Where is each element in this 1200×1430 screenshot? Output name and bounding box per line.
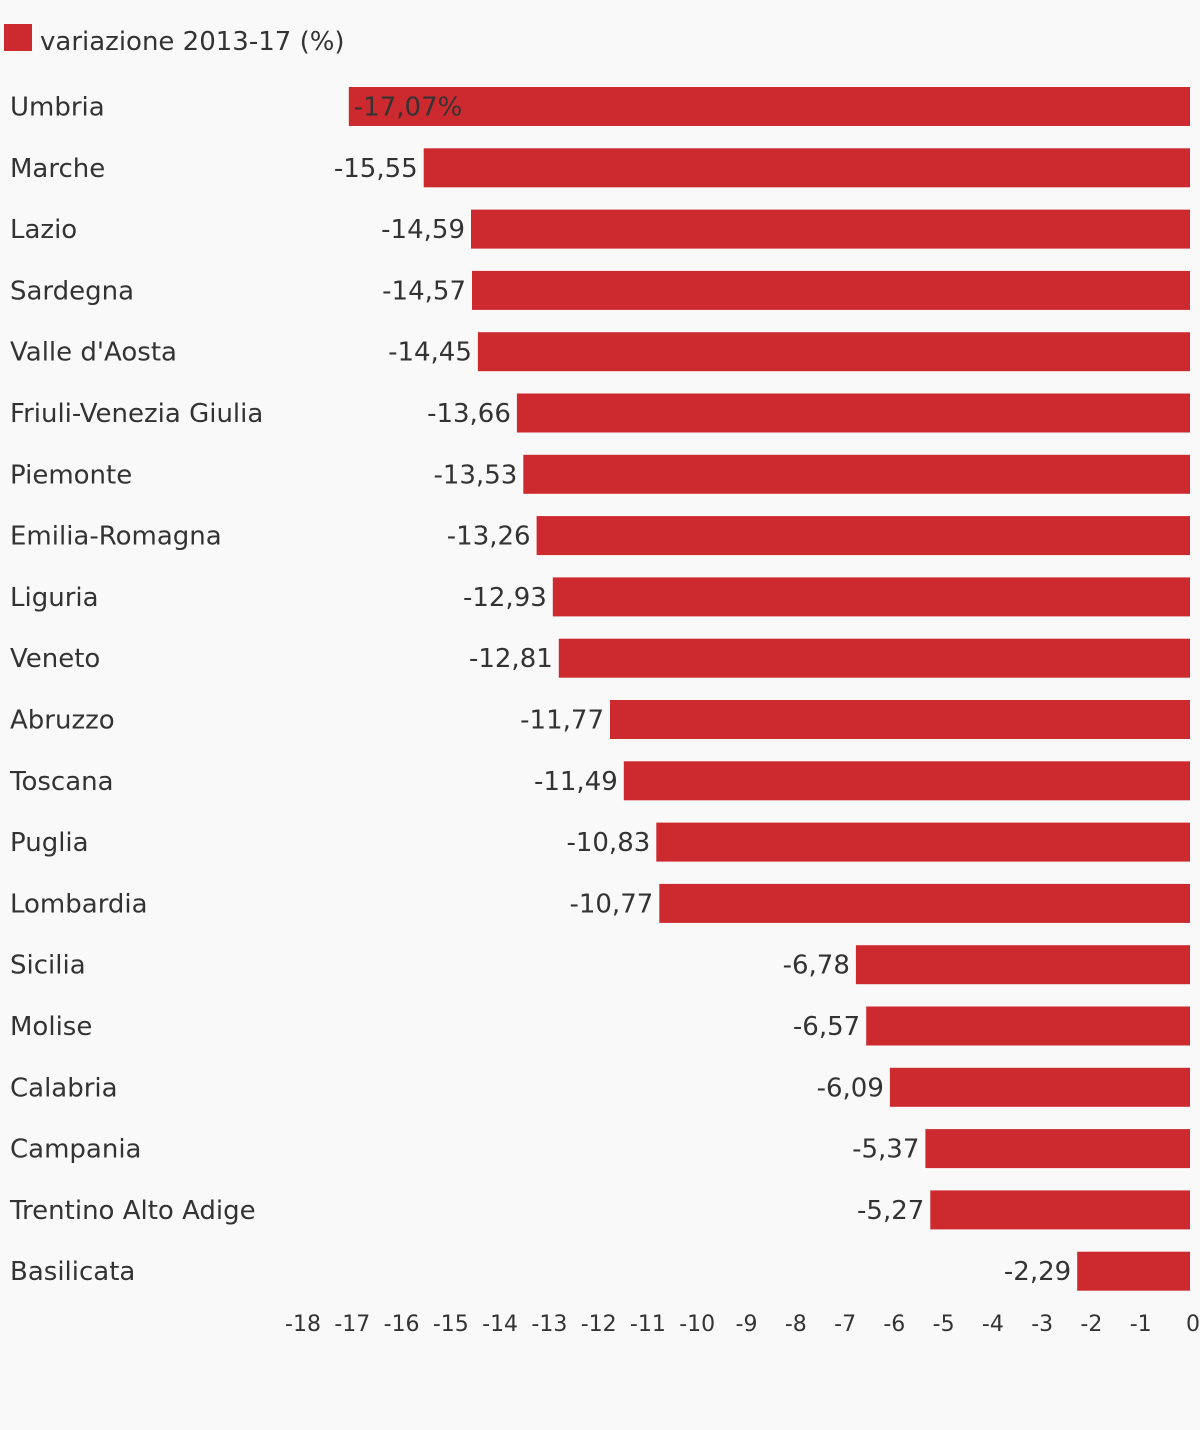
bar bbox=[472, 270, 1190, 310]
x-tick-label: -6 bbox=[883, 1312, 905, 1337]
bar bbox=[623, 761, 1190, 801]
value-label: -13,26 bbox=[447, 522, 531, 552]
bars bbox=[348, 87, 1190, 1291]
category-label: Trentino Alto Adige bbox=[9, 1196, 256, 1226]
category-label: Marche bbox=[10, 154, 105, 184]
bar bbox=[656, 822, 1190, 862]
category-label: Veneto bbox=[10, 644, 100, 674]
x-tick-label: -3 bbox=[1031, 1312, 1053, 1337]
category-label: Campania bbox=[10, 1135, 142, 1165]
bar bbox=[471, 209, 1190, 249]
x-tick-label: -12 bbox=[581, 1312, 617, 1337]
bar bbox=[516, 393, 1190, 433]
x-tick-label: -16 bbox=[384, 1312, 420, 1337]
value-label: -13,66 bbox=[427, 399, 511, 429]
x-tick-label: -18 bbox=[285, 1312, 321, 1337]
category-label: Valle d'Aosta bbox=[10, 338, 177, 368]
bar bbox=[925, 1129, 1190, 1169]
legend: variazione 2013-17 (%) bbox=[4, 24, 345, 57]
bar bbox=[536, 516, 1190, 556]
bar bbox=[523, 454, 1190, 494]
x-tick-label: -11 bbox=[630, 1312, 666, 1337]
x-tick-label: -17 bbox=[334, 1312, 370, 1337]
value-label: -6,09 bbox=[817, 1073, 884, 1103]
x-tick-label: -10 bbox=[679, 1312, 715, 1337]
category-label: Basilicata bbox=[10, 1257, 135, 1287]
bar bbox=[477, 332, 1190, 372]
category-label: Lazio bbox=[10, 215, 77, 245]
category-label: Calabria bbox=[10, 1073, 118, 1103]
category-label: Molise bbox=[10, 1012, 92, 1042]
value-label: -2,29 bbox=[1004, 1257, 1071, 1287]
x-tick-label: -14 bbox=[482, 1312, 518, 1337]
x-tick-label: -9 bbox=[736, 1312, 758, 1337]
value-label: -10,77 bbox=[569, 889, 653, 919]
category-label: Emilia-Romagna bbox=[10, 522, 222, 552]
category-label: Sardegna bbox=[10, 276, 134, 306]
category-label: Liguria bbox=[10, 583, 99, 613]
value-label: -6,78 bbox=[783, 951, 850, 981]
x-tick-label: -13 bbox=[531, 1312, 567, 1337]
x-tick-label: -7 bbox=[834, 1312, 856, 1337]
value-label: -14,45 bbox=[388, 338, 472, 368]
bar bbox=[866, 1006, 1190, 1046]
value-label: -12,93 bbox=[463, 583, 547, 613]
value-label: -15,55 bbox=[334, 154, 418, 184]
value-label: -14,59 bbox=[381, 215, 465, 245]
category-label: Lombardia bbox=[10, 889, 148, 919]
bar bbox=[930, 1190, 1190, 1230]
category-labels: Umbria Marche Lazio Sardegna Valle d'Aosta Fr… bbox=[9, 93, 263, 1288]
x-tick-label: -5 bbox=[933, 1312, 955, 1337]
bar bbox=[558, 638, 1190, 678]
bar bbox=[423, 148, 1190, 188]
value-label: -14,57 bbox=[382, 276, 466, 306]
x-axis: -18 -17 -16 -15 -14 -13 -12 -11 -10 -9 -8 -7 -6 -5 -4-… bbox=[285, 1312, 1200, 1337]
x-tick-label: -8 bbox=[785, 1312, 807, 1337]
bar bbox=[610, 700, 1190, 739]
bar bbox=[552, 577, 1190, 617]
legend-swatch bbox=[4, 24, 32, 51]
category-label: Friuli-Venezia Giulia bbox=[10, 399, 263, 429]
category-label: Piemonte bbox=[10, 460, 132, 490]
bar bbox=[1077, 1251, 1190, 1291]
x-tick-label: -4 bbox=[982, 1312, 1004, 1337]
category-label: Umbria bbox=[10, 93, 105, 123]
x-tick-label: -15 bbox=[433, 1312, 469, 1337]
value-label: -5,37 bbox=[852, 1135, 919, 1165]
value-label: -10,83 bbox=[566, 828, 650, 858]
bar bbox=[348, 87, 1190, 126]
x-tick-label: -1 bbox=[1130, 1312, 1152, 1337]
bar bbox=[659, 883, 1190, 923]
x-tick-label: -2 bbox=[1080, 1312, 1102, 1337]
legend-label: variazione 2013-17 (%) bbox=[40, 27, 345, 57]
category-label: Puglia bbox=[10, 828, 89, 858]
value-label: -12,81 bbox=[469, 644, 553, 674]
bar bbox=[889, 1067, 1190, 1107]
value-label: -17,07% bbox=[354, 93, 463, 123]
value-labels: -17,07% -15,55 -14,59 -14,57 -14,45 -13,66 -13… bbox=[334, 93, 1071, 1288]
value-label: -11,77 bbox=[520, 706, 604, 736]
value-label: -13,53 bbox=[433, 460, 517, 490]
category-label: Sicilia bbox=[10, 951, 86, 981]
value-label: -6,57 bbox=[793, 1012, 860, 1042]
bar bbox=[855, 945, 1190, 985]
category-label: Abruzzo bbox=[10, 706, 115, 736]
value-label: -5,27 bbox=[857, 1196, 924, 1226]
value-label: -11,49 bbox=[534, 767, 618, 797]
category-label: Toscana bbox=[9, 767, 114, 797]
x-tick-label: 0 bbox=[1186, 1312, 1200, 1337]
